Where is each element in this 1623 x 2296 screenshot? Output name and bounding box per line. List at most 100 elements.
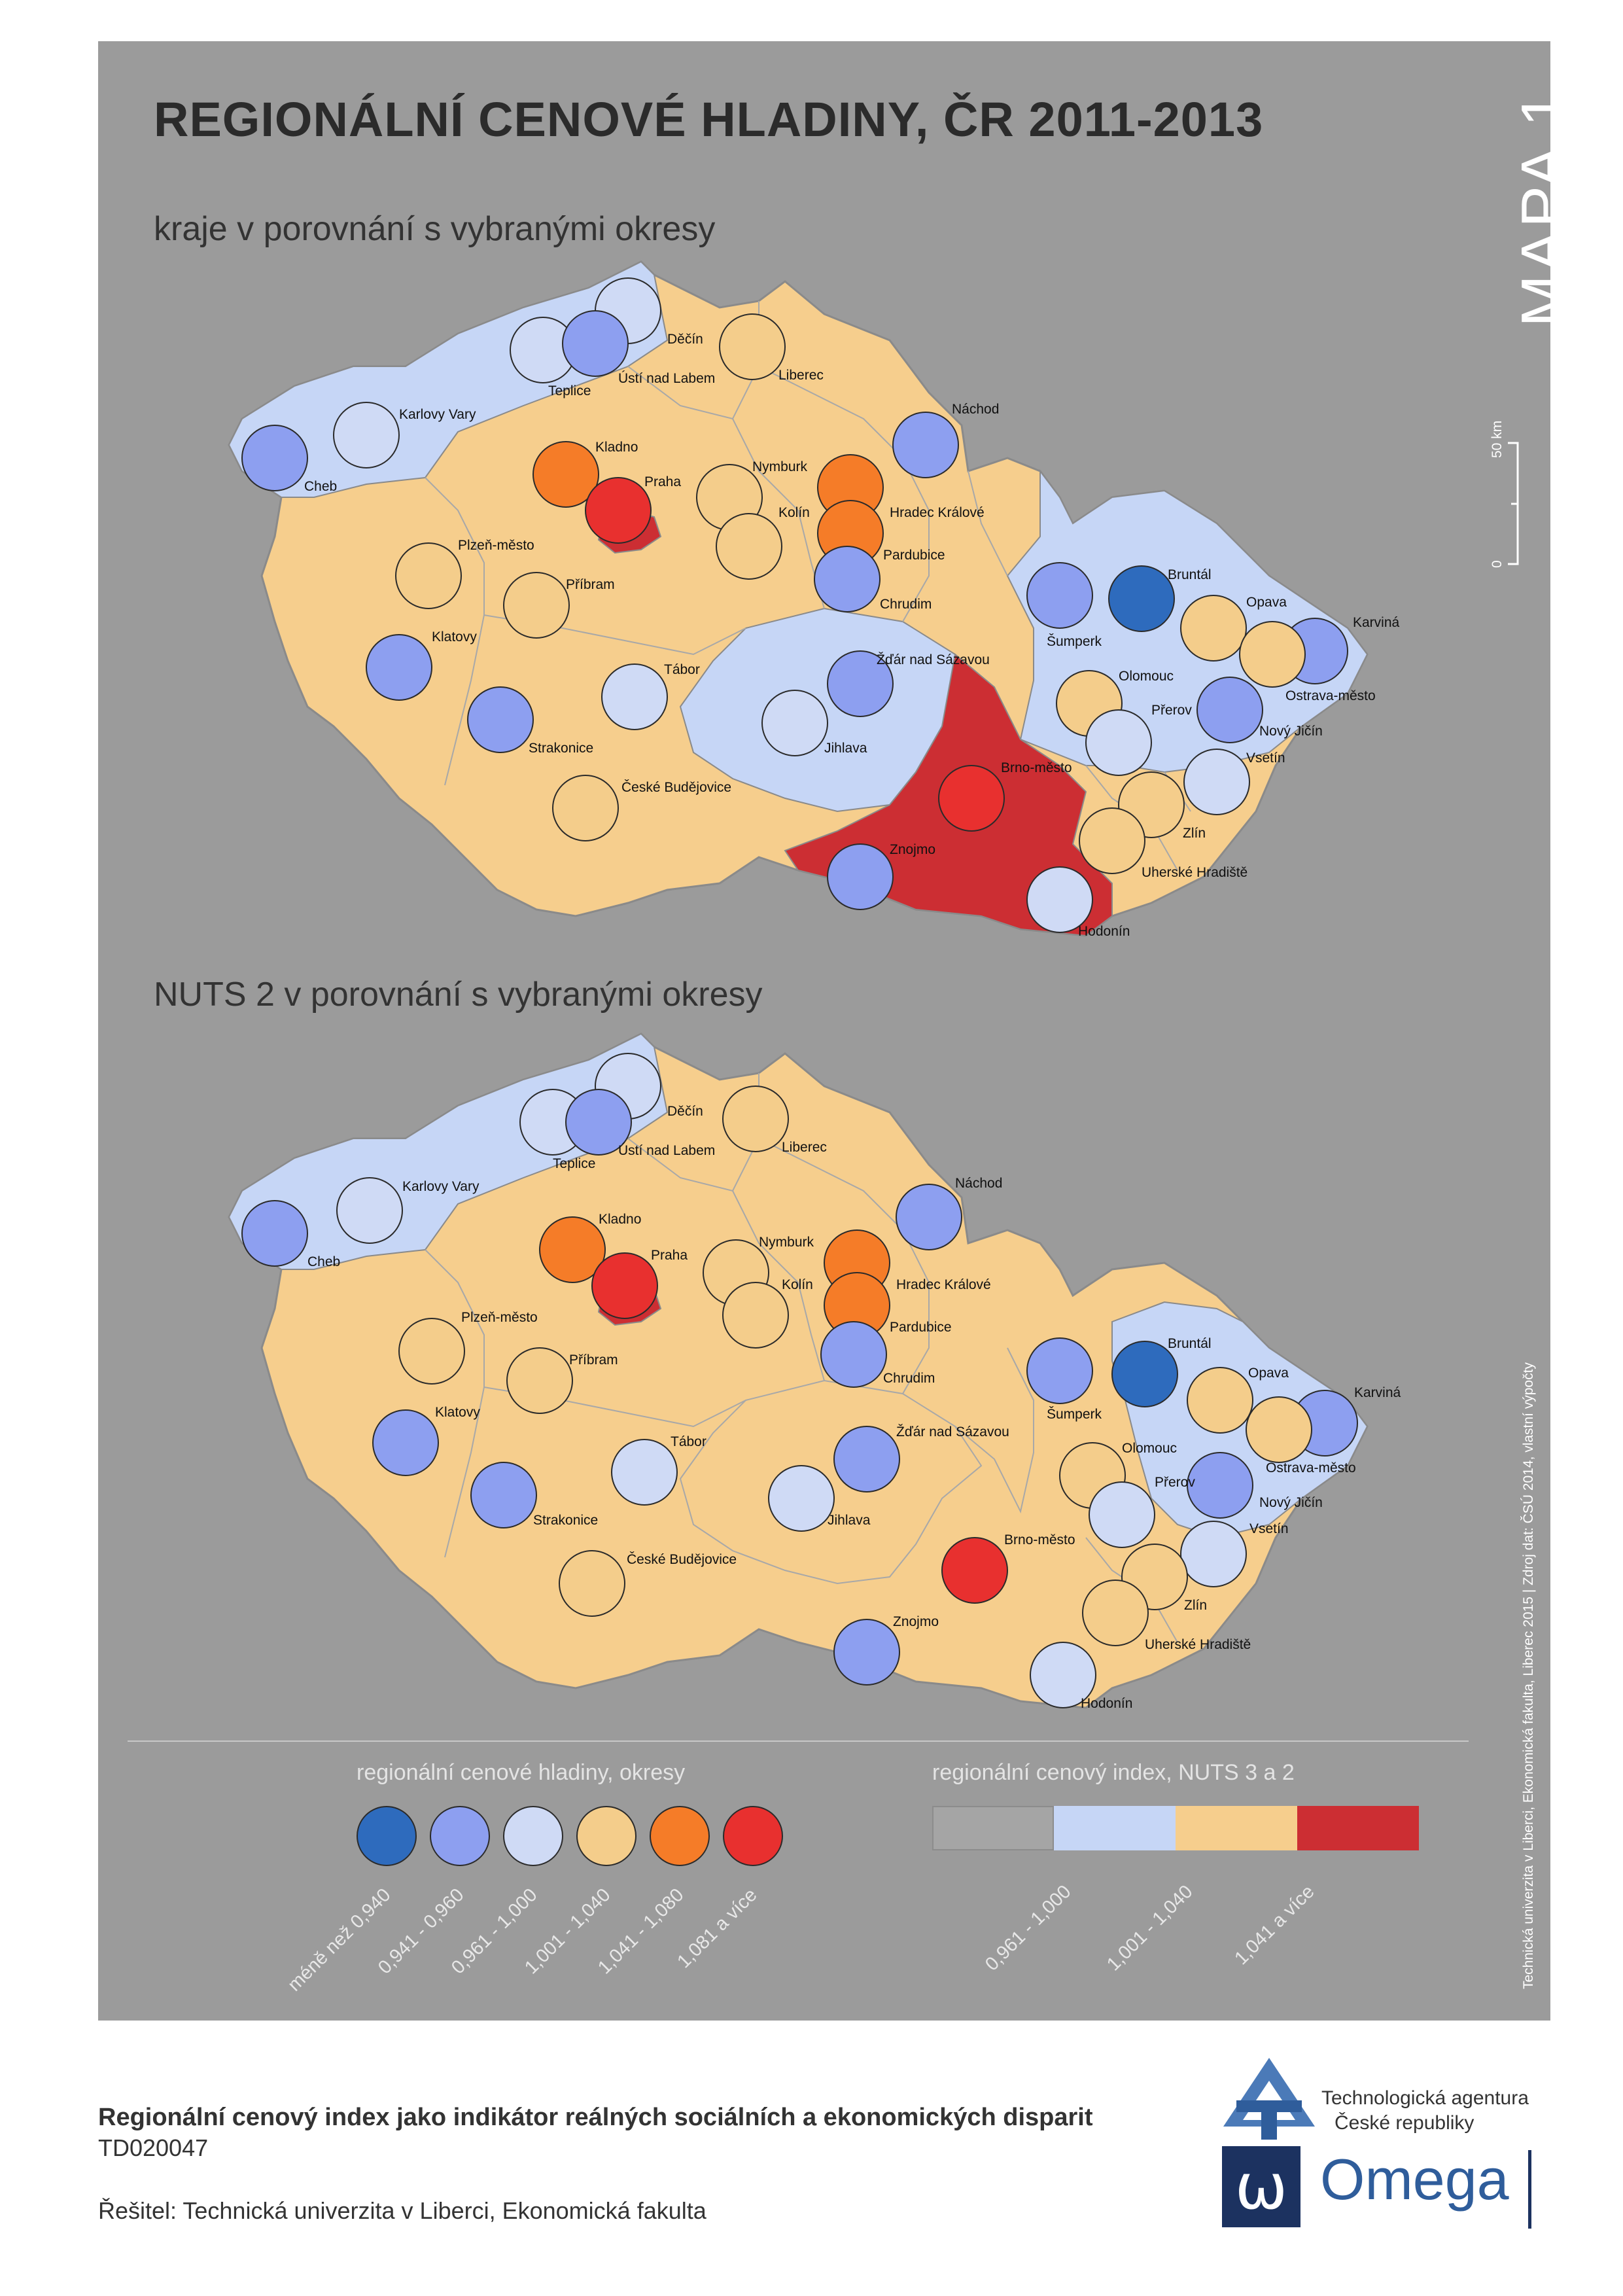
label-ostrava: Ostrava-město xyxy=(1285,688,1376,703)
district-chrudim[interactable] xyxy=(814,546,881,612)
label-zdar-2: Žďár nad Sázavou xyxy=(896,1424,1009,1439)
district-ostrava-2[interactable] xyxy=(1246,1396,1312,1463)
legend-dot-0961-1000 xyxy=(503,1806,563,1866)
scale-zero: 0 xyxy=(1490,560,1505,568)
district-strakonice[interactable] xyxy=(467,686,534,753)
label-klatovy: Klatovy xyxy=(432,629,477,645)
district-jihlava-2[interactable] xyxy=(768,1465,835,1532)
district-zdar-2[interactable] xyxy=(833,1426,900,1492)
district-kolin[interactable] xyxy=(716,513,782,580)
district-cheb-2[interactable] xyxy=(241,1200,308,1267)
label-vsetin-2: Vsetín xyxy=(1249,1521,1289,1536)
district-chrudim-2[interactable] xyxy=(820,1321,887,1388)
district-liberec[interactable] xyxy=(719,313,786,380)
district-klatovy-2[interactable] xyxy=(372,1409,439,1476)
label-karvina: Karviná xyxy=(1353,615,1400,630)
district-bruntal[interactable] xyxy=(1108,565,1175,632)
district-strakonice-2[interactable] xyxy=(470,1462,537,1528)
label-liberec: Liberec xyxy=(778,368,824,383)
district-klatovy[interactable] xyxy=(366,634,432,701)
label-hradec-2: Hradec Králové xyxy=(896,1277,991,1292)
label-pardubice: Pardubice xyxy=(883,548,945,563)
legend-rect-below xyxy=(932,1806,1054,1850)
district-pribram-2[interactable] xyxy=(506,1347,573,1414)
district-nachod[interactable] xyxy=(892,412,959,478)
label-tabor: Tábor xyxy=(664,662,700,677)
label-strakonice-2: Strakonice xyxy=(533,1513,598,1528)
district-prerov-2[interactable] xyxy=(1089,1481,1155,1548)
project-code: TD020047 xyxy=(98,2134,209,2161)
district-liberec-2[interactable] xyxy=(722,1086,789,1152)
label-kolin-2: Kolín xyxy=(782,1277,813,1292)
district-kladno-2[interactable] xyxy=(539,1216,606,1283)
district-ceske-budejovice[interactable] xyxy=(552,775,619,841)
district-novy-jicin-2[interactable] xyxy=(1187,1452,1253,1519)
district-uherske-hradiste[interactable] xyxy=(1079,807,1145,874)
label-cheb-2: Cheb xyxy=(307,1254,340,1269)
label-jihlava: Jihlava xyxy=(824,741,867,756)
label-znojmo: Znojmo xyxy=(890,842,935,857)
district-vsetin-2[interactable] xyxy=(1180,1521,1247,1587)
district-opava-2[interactable] xyxy=(1187,1367,1253,1434)
label-brno: Brno-město xyxy=(1001,760,1072,775)
district-znojmo[interactable] xyxy=(827,843,894,910)
district-vsetin[interactable] xyxy=(1183,749,1250,815)
district-karlovy-vary-2[interactable] xyxy=(336,1177,403,1244)
label-sumperk-2: Šumperk xyxy=(1047,1407,1102,1422)
district-ceske-budejovice-2[interactable] xyxy=(559,1550,625,1617)
district-labels-bottom: Cheb Karlovy Vary Teplice Děčín Ústí nad… xyxy=(307,1104,1401,1711)
page-title: REGIONÁLNÍ CENOVÉ HLADINY, ČR 2011-2013 xyxy=(154,92,1264,147)
label-karlovy-vary: Karlovy Vary xyxy=(399,407,476,422)
label-decin-2: Děčín xyxy=(667,1104,703,1119)
label-nymburk-2: Nymburk xyxy=(759,1235,814,1250)
district-praha-2[interactable] xyxy=(591,1252,658,1319)
omega-letter: ω xyxy=(1234,2150,1288,2223)
district-usti-2[interactable] xyxy=(565,1089,632,1156)
district-znojmo-2[interactable] xyxy=(833,1619,900,1686)
legend-dot-1001-1040 xyxy=(576,1806,637,1866)
district-tabor[interactable] xyxy=(601,663,668,730)
map-nuts2: Cheb Karlovy Vary Teplice Děčín Ústí nad… xyxy=(228,1033,1401,1711)
district-zdar[interactable] xyxy=(827,650,894,717)
district-jihlava[interactable] xyxy=(761,690,828,756)
district-tabor-2[interactable] xyxy=(611,1439,678,1506)
district-nachod-2[interactable] xyxy=(896,1184,962,1250)
district-brno-2[interactable] xyxy=(941,1537,1008,1604)
district-usti[interactable] xyxy=(562,310,629,377)
district-kladno[interactable] xyxy=(532,441,599,508)
district-labels-top: Cheb Karlovy Vary Teplice Děčín Ústí nad… xyxy=(304,332,1400,939)
district-novy-jicin[interactable] xyxy=(1196,677,1263,743)
district-hodonin[interactable] xyxy=(1026,866,1093,933)
district-kolin-2[interactable] xyxy=(722,1282,789,1349)
district-ostrava[interactable] xyxy=(1239,621,1306,688)
district-opava[interactable] xyxy=(1180,595,1247,662)
label-nachod-2: Náchod xyxy=(955,1176,1002,1191)
label-decin: Děčín xyxy=(667,332,703,347)
label-kolin: Kolín xyxy=(778,505,810,520)
label-jihlava-2: Jihlava xyxy=(828,1513,871,1528)
district-praha[interactable] xyxy=(585,477,652,544)
legend-dot-0941-0960 xyxy=(430,1806,490,1866)
district-sumperk[interactable] xyxy=(1026,562,1093,629)
district-sumperk-2[interactable] xyxy=(1026,1337,1093,1404)
source-note: Technická univerzita v Liberci, Ekonomic… xyxy=(1521,1362,1536,1989)
district-bruntal-2[interactable] xyxy=(1111,1341,1178,1407)
label-usti: Ústí nad Labem xyxy=(618,371,715,386)
legend-rect-1001-1040 xyxy=(1176,1806,1297,1850)
district-cheb[interactable] xyxy=(241,425,308,491)
district-plzen[interactable] xyxy=(395,542,462,609)
tacr-name-line1: Technologická agentura xyxy=(1321,2087,1529,2109)
label-kladno: Kladno xyxy=(595,440,638,455)
district-karlovy-vary[interactable] xyxy=(333,402,400,468)
district-uherske-hradiste-2[interactable] xyxy=(1082,1580,1149,1646)
district-pribram[interactable] xyxy=(503,572,570,639)
district-prerov[interactable] xyxy=(1085,709,1152,776)
district-brno[interactable] xyxy=(938,765,1005,832)
label-chrudim-2: Chrudim xyxy=(883,1371,935,1386)
district-plzen-2[interactable] xyxy=(398,1318,465,1385)
label-brno-2: Brno-město xyxy=(1004,1532,1075,1547)
district-hodonin-2[interactable] xyxy=(1030,1642,1096,1708)
label-ostrava-2: Ostrava-město xyxy=(1266,1460,1356,1475)
tacr-name-line2: České republiky xyxy=(1335,2112,1475,2134)
